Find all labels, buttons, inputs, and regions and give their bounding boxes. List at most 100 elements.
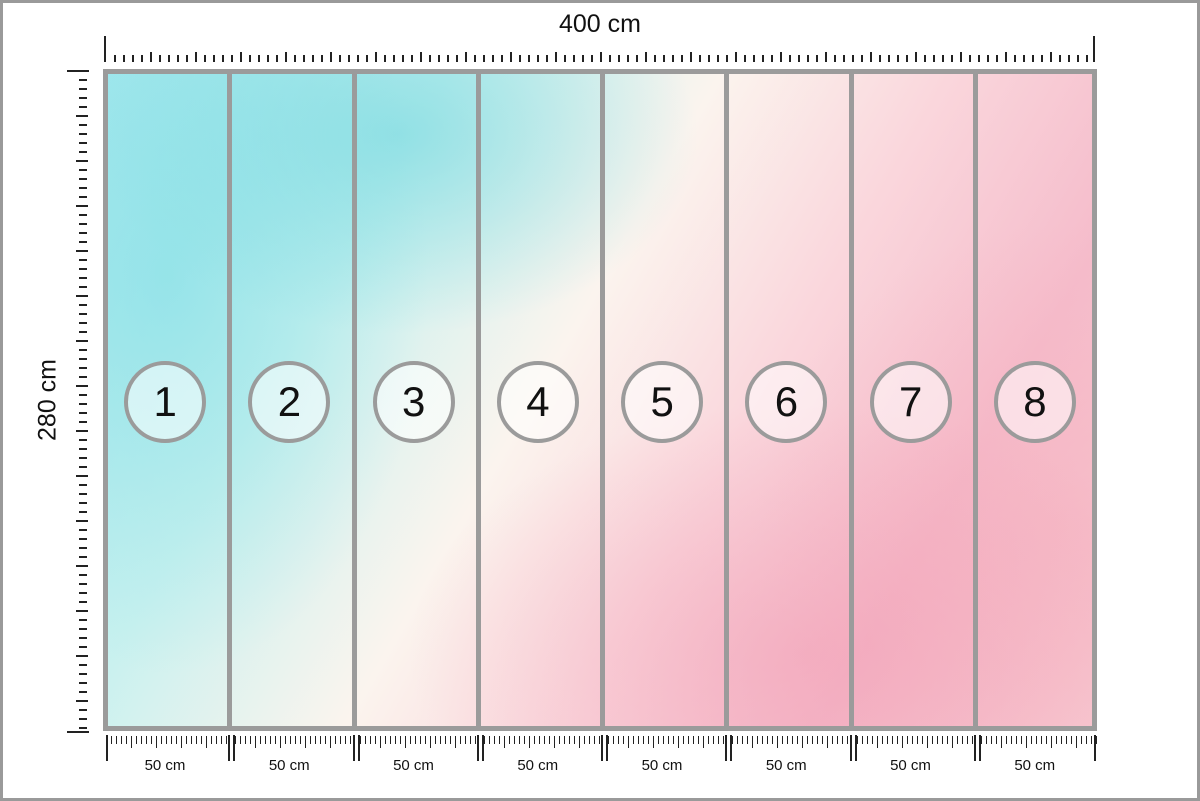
ruler-tick (771, 55, 773, 62)
ruler-tick (916, 736, 918, 744)
ruler-tick (678, 736, 680, 748)
ruler-tick (797, 736, 799, 744)
ruler-tick (79, 187, 87, 189)
ruler-tick (260, 736, 262, 744)
ruler-tick (438, 55, 440, 62)
ruler-tick (538, 736, 540, 744)
ruler-tick (330, 52, 332, 62)
ruler-tick (966, 736, 968, 744)
ruler-tick (1000, 736, 1002, 748)
ruler-tick (698, 736, 700, 744)
ruler-tick (623, 736, 625, 744)
ruler-tick (474, 736, 476, 744)
ruler-tick (1070, 736, 1072, 744)
ruler-tick (942, 55, 944, 62)
ruler-tick (956, 736, 958, 744)
ruler-tick (211, 736, 213, 744)
ruler-tick (359, 736, 361, 744)
ruler-tick (672, 55, 674, 62)
ruler-tick (822, 736, 824, 744)
ruler-tick (510, 52, 512, 62)
ruler-tick (879, 55, 881, 62)
ruler-tick (79, 79, 87, 81)
ruler-tick (762, 736, 764, 744)
ruler-tick (79, 673, 87, 675)
ruler-tick (564, 55, 566, 62)
ruler-tick (255, 736, 257, 748)
ruler-tick (79, 529, 87, 531)
ruler-tick (79, 322, 87, 324)
ruler-tick (852, 55, 854, 62)
ruler-tick (79, 133, 87, 135)
ruler-tick (424, 736, 426, 744)
ruler-tick (156, 736, 158, 748)
ruler-tick (886, 736, 888, 744)
ruler-tick (1086, 55, 1088, 62)
ruler-tick (240, 52, 242, 62)
segment-end-tick (601, 735, 603, 761)
ruler-tick (1085, 736, 1087, 744)
ruler-tick (340, 736, 342, 744)
ruler-tick (1065, 736, 1067, 744)
ruler-tick (618, 736, 620, 744)
ruler-tick (906, 55, 908, 62)
ruler-tick (1045, 736, 1047, 744)
ruler-tick (339, 55, 341, 62)
ruler-tick (79, 556, 87, 558)
ruler-tick (543, 736, 545, 744)
ruler-tick (79, 97, 87, 99)
ruler-tick (946, 736, 948, 744)
ruler-tick (528, 55, 530, 62)
ruler-tick (1075, 736, 1077, 748)
ruler-tick (558, 736, 560, 744)
ruler-tick (483, 55, 485, 62)
ruler-tick (582, 55, 584, 62)
ruler-tick (699, 55, 701, 62)
ruler-tick (325, 736, 327, 744)
ruler-tick (753, 55, 755, 62)
ruler-tick (116, 736, 118, 744)
ruler-tick (936, 736, 938, 744)
ruler-tick (459, 736, 461, 744)
ruler-tick (608, 736, 610, 744)
ruler-tick (196, 736, 198, 744)
ruler-tick (79, 574, 87, 576)
ruler-tick (508, 736, 510, 744)
ruler-tick (79, 727, 87, 729)
ruler-tick (414, 736, 416, 744)
panel-width-label: 50 cm (890, 757, 931, 774)
ruler-tick (409, 736, 411, 744)
ruler-tick (131, 736, 133, 748)
ruler-tick (1095, 736, 1097, 744)
ruler-tick (1050, 52, 1052, 62)
ruler-tick (79, 448, 87, 450)
ruler-tick (121, 736, 123, 744)
ruler-tick (141, 736, 143, 744)
ruler-tick (742, 736, 744, 744)
ruler-tick (79, 376, 87, 378)
total-width-label: 400 cm (559, 10, 641, 38)
ruler-tick (1005, 736, 1007, 744)
ruler-tick (488, 736, 490, 744)
ruler-tick (493, 736, 495, 744)
ruler-tick (79, 412, 87, 414)
ruler-tick (275, 736, 277, 744)
ruler-tick (772, 736, 774, 744)
ruler-tick (573, 736, 575, 744)
ruler-end-tick (104, 36, 106, 62)
ruler-tick (633, 736, 635, 744)
panel-divider (848, 74, 854, 726)
ruler-tick (146, 736, 148, 744)
panel-width-label: 50 cm (393, 757, 434, 774)
ruler-tick (1023, 55, 1025, 62)
ruler-tick (1030, 736, 1032, 744)
ruler-tick (636, 55, 638, 62)
ruler-tick (79, 304, 87, 306)
ruler-tick (79, 88, 87, 90)
ruler-tick (79, 457, 87, 459)
ruler-tick (345, 736, 347, 744)
panel-number-2: 2 (248, 361, 331, 443)
ruler-tick (136, 736, 138, 744)
ruler-tick (399, 736, 401, 744)
